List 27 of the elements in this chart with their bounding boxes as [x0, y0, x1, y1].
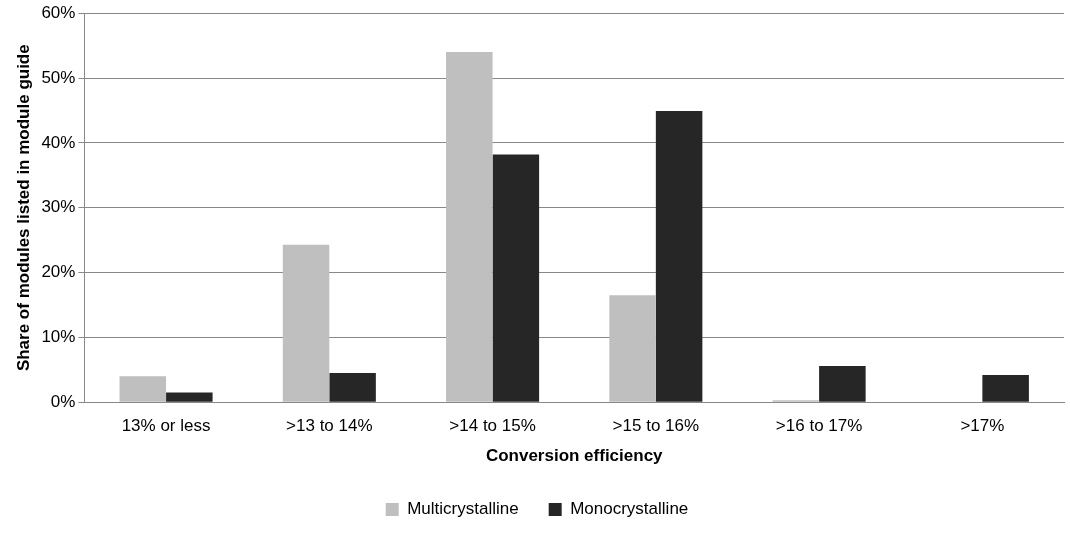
x-tick-label: >13 to 14%	[286, 416, 373, 436]
x-tick-label: 13% or less	[121, 416, 211, 436]
bar	[119, 376, 167, 402]
bar	[609, 295, 656, 402]
bar	[819, 365, 866, 402]
y-tick-label: 30%	[41, 197, 76, 217]
x-tick-label: >16 to 17%	[775, 416, 863, 436]
legend-label: Monocrystalline	[570, 499, 689, 519]
bar	[446, 52, 493, 402]
x-tick-label: >14 to 15%	[449, 416, 536, 436]
y-tick-label: 0%	[50, 391, 76, 411]
x-tick-label: >17%	[960, 416, 1005, 436]
bar	[492, 154, 540, 402]
x-tick-label: >15 to 16%	[612, 416, 700, 436]
y-tick-label: 60%	[41, 2, 76, 22]
y-tick-label: 40%	[41, 132, 76, 152]
y-tick-label: 20%	[41, 262, 76, 282]
legend-label: Multicrystalline	[407, 499, 519, 519]
y-tick-label: 10%	[41, 327, 76, 347]
bar	[282, 244, 330, 402]
y-tick-label: 50%	[41, 67, 76, 87]
y-axis-title: Share of modules listed in module guide	[13, 44, 33, 372]
x-axis-title: Conversion efficiency	[485, 446, 664, 466]
bar	[166, 392, 213, 402]
bar	[329, 373, 376, 402]
bar	[982, 374, 1029, 402]
bar	[655, 111, 703, 402]
